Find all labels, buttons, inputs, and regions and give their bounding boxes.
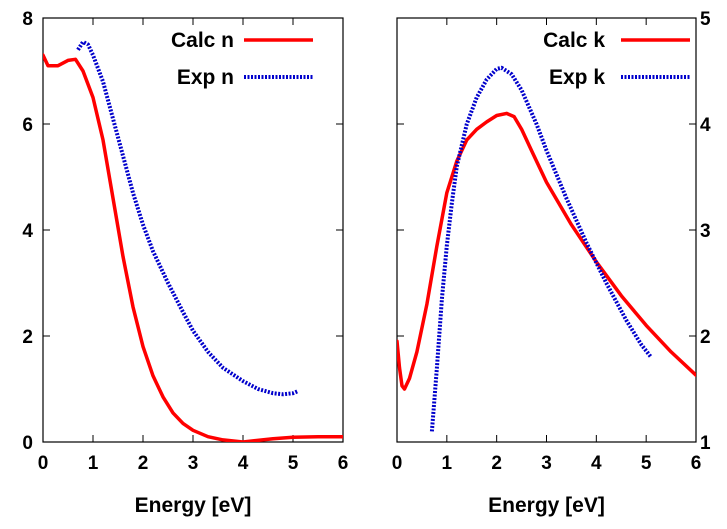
y-tick-label: 0 bbox=[22, 433, 33, 454]
x-tick-label: 0 bbox=[392, 453, 403, 474]
x-tick-label: 2 bbox=[491, 453, 502, 474]
refractive-index-n-panel: 0 1 2 3 4 5 6 0 2 4 6 8 Energy [eV] Calc n Exp n bbox=[22, 9, 348, 517]
legend-label-calc-n: Calc n bbox=[171, 29, 234, 52]
x-tick-label: 4 bbox=[238, 453, 249, 474]
x-tick-label: 1 bbox=[442, 453, 453, 474]
legend-label-calc-k: Calc k bbox=[543, 29, 605, 52]
series-line-exp-k bbox=[429, 65, 653, 432]
x-tick-label: 3 bbox=[541, 453, 552, 474]
y-tick-label: 3 bbox=[700, 221, 711, 242]
x-tick-label: 0 bbox=[38, 453, 49, 474]
x-axis-title: Energy [eV] bbox=[488, 494, 605, 517]
x-axis-title: Energy [eV] bbox=[135, 494, 252, 517]
y-tick-label: 2 bbox=[700, 327, 711, 348]
x-tick-label: 6 bbox=[691, 453, 702, 474]
x-tick-label: 6 bbox=[338, 453, 349, 474]
y-tick-label: 4 bbox=[700, 115, 711, 136]
legend-label-exp-n: Exp n bbox=[177, 66, 234, 89]
legend-label-exp-k: Exp k bbox=[549, 66, 605, 89]
x-tick-label: 5 bbox=[288, 453, 299, 474]
y-tick-label: 4 bbox=[22, 221, 33, 242]
y-tick-label: 6 bbox=[22, 115, 33, 136]
series-line-calc-k bbox=[397, 111, 696, 391]
y-tick-label: 2 bbox=[22, 327, 33, 348]
x-tick-label: 1 bbox=[88, 453, 99, 474]
x-tick-label: 5 bbox=[641, 453, 652, 474]
series-line-calc-n bbox=[43, 53, 343, 442]
plot-frame bbox=[396, 17, 697, 443]
y-tick-label: 5 bbox=[700, 9, 711, 30]
y-tick-label: 8 bbox=[22, 9, 33, 30]
series-line-exp-n bbox=[76, 39, 299, 397]
x-tick-label: 4 bbox=[591, 453, 602, 474]
x-tick-label: 2 bbox=[138, 453, 149, 474]
y-tick-label: 1 bbox=[700, 433, 711, 454]
x-tick-label: 3 bbox=[188, 453, 199, 474]
